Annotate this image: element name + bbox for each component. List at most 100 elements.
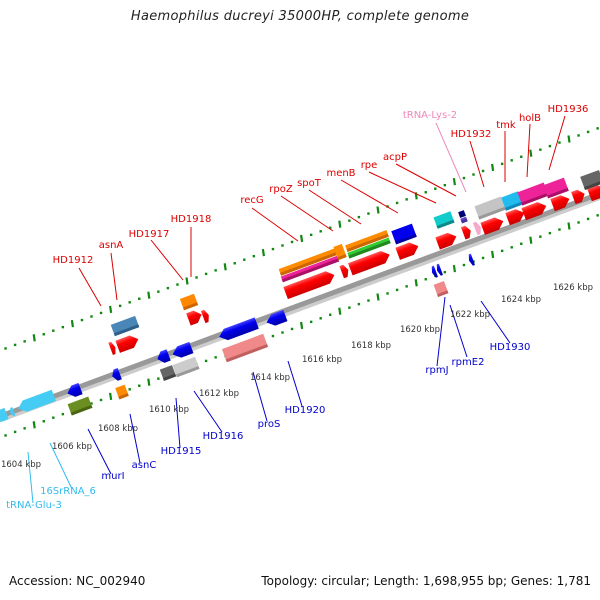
gene-murI-block[interactable] xyxy=(67,396,93,416)
forward-gene-rpoZ[interactable] xyxy=(339,264,350,279)
gene-acpP-dark[interactable] xyxy=(458,210,466,218)
gene-label-HD1915[interactable]: HD1915 xyxy=(161,446,202,457)
gene-proS-block[interactable] xyxy=(221,333,269,363)
reverse-gene-proS[interactable] xyxy=(217,317,259,342)
reverse-gene-HD1915-a[interactable] xyxy=(155,349,171,364)
reverse-gene-HD1920[interactable] xyxy=(265,309,288,328)
gene-HD1917-block[interactable] xyxy=(179,293,199,311)
ruler-minor-tick xyxy=(548,144,552,148)
ruler-minor-tick xyxy=(204,359,208,363)
ruler-minor-tick xyxy=(329,313,332,316)
gene-label-asnC[interactable]: asnC xyxy=(132,460,157,471)
ruler-minor-tick xyxy=(118,304,122,308)
reverse-gene-16SrRNA_6[interactable] xyxy=(16,389,56,414)
ruler-major-tick xyxy=(109,305,113,314)
gene-label-16SrRNA_6[interactable]: 16SrRNA_6 xyxy=(40,486,96,497)
forward-gene-asnA-small[interactable] xyxy=(108,341,117,355)
gene-rpe-block[interactable] xyxy=(433,211,455,229)
reverse-gene-rpmJ-a[interactable] xyxy=(430,265,438,279)
reverse-gene-murI[interactable] xyxy=(65,382,83,399)
gene-menB-block[interactable] xyxy=(391,223,417,245)
ruler-minor-tick xyxy=(434,187,437,190)
gene-label-menB[interactable]: menB xyxy=(326,168,355,179)
gene-label-rpoZ[interactable]: rpoZ xyxy=(269,184,293,195)
gene-label-HD1932[interactable]: HD1932 xyxy=(451,129,492,140)
gene-label-rpe[interactable]: rpe xyxy=(361,160,378,171)
gene-label-proS[interactable]: proS xyxy=(258,419,281,430)
ruler-minor-tick xyxy=(577,221,580,224)
ruler-minor-tick xyxy=(252,254,256,258)
gene-rpoZ-block[interactable] xyxy=(333,243,347,261)
gene-HD1938-block[interactable] xyxy=(580,169,600,191)
reverse-gene-tRNA-Glu-3-b[interactable] xyxy=(0,407,9,424)
gene-label-tRNA-Glu-3[interactable]: tRNA-Glu-3 xyxy=(6,500,62,511)
gene-HD1915-gray-dark[interactable] xyxy=(159,365,177,381)
ruler-minor-tick xyxy=(233,262,236,265)
gene-rpmJ-block[interactable] xyxy=(433,280,449,298)
gene-asnA-block[interactable] xyxy=(110,315,140,337)
gene-label-asnA[interactable]: asnA xyxy=(99,240,124,251)
label-leader-line xyxy=(87,428,112,475)
gene-label-HD1917[interactable]: HD1917 xyxy=(129,229,170,240)
forward-gene-holB[interactable] xyxy=(521,200,548,221)
gene-label-HD1920[interactable]: HD1920 xyxy=(285,405,326,416)
gene-label-rpmE2[interactable]: rpmE2 xyxy=(452,357,485,368)
forward-gene-HD1936[interactable] xyxy=(550,193,571,212)
label-leader-line xyxy=(368,171,437,204)
ruler-minor-tick xyxy=(195,276,198,279)
forward-gene-spoT[interactable] xyxy=(348,249,392,276)
scale-label: 1606 kbp xyxy=(52,442,92,452)
reverse-gene-HD1915-b[interactable] xyxy=(171,341,194,360)
gene-label-HD1918[interactable]: HD1918 xyxy=(171,214,212,225)
reverse-gene-HD1930[interactable] xyxy=(467,253,475,267)
gene-recG-orange[interactable] xyxy=(278,248,338,276)
gene-HD1932-block[interactable] xyxy=(474,196,506,220)
forward-gene-rpe[interactable] xyxy=(435,230,458,250)
forward-gene-HD1912[interactable] xyxy=(115,333,140,353)
gene-label-acpP[interactable]: acpP xyxy=(383,152,407,163)
gene-label-rpmJ[interactable]: rpmJ xyxy=(425,365,448,376)
gene-asnC-block[interactable] xyxy=(115,384,129,400)
forward-gene-HD1937[interactable] xyxy=(571,188,587,205)
forward-gene-acpP[interactable] xyxy=(460,225,473,240)
forward-gene-menB[interactable] xyxy=(395,240,420,260)
gene-label-recG[interactable]: recG xyxy=(240,195,263,206)
forward-gene-tRNA-Lys[interactable] xyxy=(472,221,483,236)
gene-label-HD1916[interactable]: HD1916 xyxy=(203,431,244,442)
gene-recG-pink[interactable] xyxy=(280,255,340,283)
gene-label-holB[interactable]: holB xyxy=(519,113,541,124)
gene-label-spoT[interactable]: spoT xyxy=(297,178,322,189)
ruler-minor-tick xyxy=(386,292,389,295)
gene-spoT-green[interactable] xyxy=(347,237,391,259)
gene-label-HD1936[interactable]: HD1936 xyxy=(548,104,589,115)
reverse-gene-asnC[interactable] xyxy=(110,367,122,382)
gene-holB-block[interactable] xyxy=(517,182,549,206)
gene-spoT-orange[interactable] xyxy=(345,230,389,252)
forward-gene-HD1932[interactable] xyxy=(480,215,505,235)
ruler-major-tick xyxy=(491,163,495,172)
forward-gene-tmk[interactable] xyxy=(505,207,526,226)
forward-gene-recG[interactable] xyxy=(283,269,336,300)
ruler-minor-tick xyxy=(166,286,170,290)
gene-acpP-purple[interactable] xyxy=(460,216,468,224)
ruler-major-tick xyxy=(32,334,36,342)
forward-gene-HD1938[interactable] xyxy=(587,183,600,202)
gene-label-tRNA-Lys-2[interactable]: tRNA-Lys-2 xyxy=(403,110,457,121)
ruler-major-tick xyxy=(491,250,495,259)
gene-HD1936-block[interactable] xyxy=(543,177,569,199)
gene-tmk-block[interactable] xyxy=(501,191,523,211)
ruler-minor-tick xyxy=(520,155,523,158)
forward-gene-HD1918[interactable] xyxy=(200,309,211,324)
forward-gene-HD1917[interactable] xyxy=(186,308,204,326)
gene-label-murI[interactable]: murI xyxy=(101,471,124,482)
gene-label-HD1930[interactable]: HD1930 xyxy=(490,342,531,353)
reverse-gene-rpmJ-b[interactable] xyxy=(435,263,443,277)
ruler-minor-tick xyxy=(510,246,513,249)
ruler-major-tick xyxy=(147,291,151,299)
reverse-gene-tRNA-Glu-3-a[interactable] xyxy=(9,407,16,417)
gene-label-HD1912[interactable]: HD1912 xyxy=(53,255,94,266)
gene-label-tmk[interactable]: tmk xyxy=(496,120,516,131)
gene-HD1916-block[interactable] xyxy=(172,356,200,378)
label-leader-line xyxy=(436,296,446,367)
ruler-minor-tick xyxy=(329,226,332,229)
